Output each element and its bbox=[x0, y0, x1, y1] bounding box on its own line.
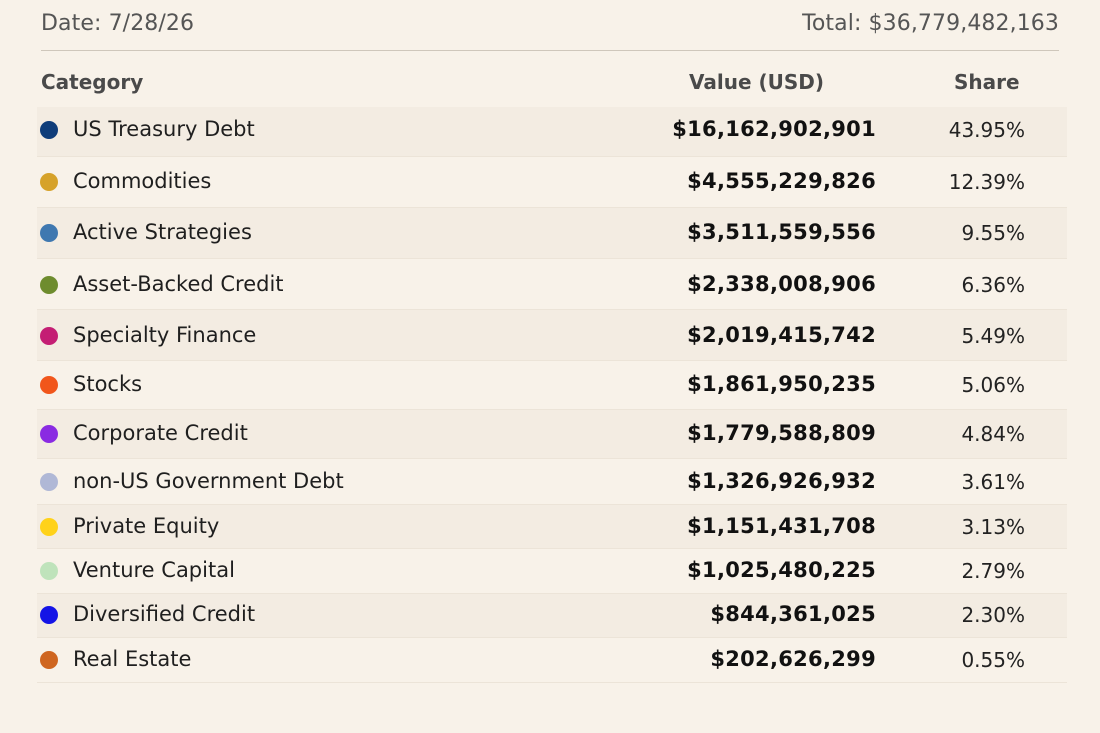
category-label: Active Strategies bbox=[73, 220, 252, 244]
share-cell: 0.55% bbox=[961, 648, 1025, 672]
olive-dot-icon bbox=[40, 276, 58, 294]
table-row: Real Estate $202,626,299 0.55% bbox=[37, 638, 1067, 683]
category-label: Real Estate bbox=[73, 647, 192, 671]
table-row: Asset-Backed Credit $2,338,008,906 6.36% bbox=[37, 259, 1067, 310]
table-row: non-US Government Debt $1,326,926,932 3.61… bbox=[37, 459, 1067, 505]
category-label: Stocks bbox=[73, 372, 143, 396]
share-cell: 12.39% bbox=[948, 170, 1025, 194]
report-date: Date: 7/28/26 bbox=[41, 11, 195, 36]
value-cell: $4,555,229,826 bbox=[687, 169, 876, 193]
category-label: Diversified Credit bbox=[73, 602, 256, 626]
table-row: Corporate Credit $1,779,588,809 4.84% bbox=[37, 410, 1067, 459]
purple-dot-icon bbox=[40, 425, 58, 443]
navy-dot-icon bbox=[40, 121, 58, 139]
share-cell: 2.79% bbox=[961, 559, 1025, 583]
table-row: US Treasury Debt $16,162,902,901 43.95% bbox=[37, 107, 1067, 157]
value-cell: $2,019,415,742 bbox=[687, 323, 876, 347]
share-cell: 4.84% bbox=[961, 422, 1025, 446]
share-cell: 9.55% bbox=[961, 221, 1025, 245]
lavender-dot-icon bbox=[40, 473, 58, 491]
value-cell: $1,151,431,708 bbox=[687, 514, 876, 538]
rust-dot-icon bbox=[40, 651, 58, 669]
gold-dot-icon bbox=[40, 173, 58, 191]
share-cell: 43.95% bbox=[948, 118, 1025, 142]
mint-dot-icon bbox=[40, 562, 58, 580]
share-cell: 2.30% bbox=[961, 603, 1025, 627]
share-cell: 5.06% bbox=[961, 373, 1025, 397]
category-label: Specialty Finance bbox=[73, 323, 257, 347]
orange-dot-icon bbox=[40, 376, 58, 394]
value-cell: $202,626,299 bbox=[710, 647, 876, 671]
table-row: Venture Capital $1,025,480,225 2.79% bbox=[37, 549, 1067, 594]
share-cell: 5.49% bbox=[961, 324, 1025, 348]
report-header: Date: 7/28/26 Total: $36,779,482,163 bbox=[41, 0, 1059, 51]
value-cell: $16,162,902,901 bbox=[672, 117, 876, 141]
blue-dot-icon bbox=[40, 606, 58, 624]
category-label: Venture Capital bbox=[73, 558, 235, 582]
category-label: Corporate Credit bbox=[73, 421, 248, 445]
report-total: Total: $36,779,482,163 bbox=[802, 11, 1059, 36]
table-row: Private Equity $1,151,431,708 3.13% bbox=[37, 505, 1067, 549]
magenta-dot-icon bbox=[40, 327, 58, 345]
value-cell: $2,338,008,906 bbox=[687, 272, 876, 296]
column-header-value: Value (USD) bbox=[689, 70, 825, 94]
share-cell: 3.61% bbox=[961, 470, 1025, 494]
table-header: Category Value (USD) Share bbox=[0, 70, 1100, 100]
column-header-category: Category bbox=[41, 70, 144, 94]
category-label: Commodities bbox=[73, 169, 212, 193]
value-cell: $1,326,926,932 bbox=[687, 469, 876, 493]
category-label: non-US Government Debt bbox=[73, 469, 344, 493]
value-cell: $1,025,480,225 bbox=[687, 558, 876, 582]
value-cell: $1,779,588,809 bbox=[687, 421, 876, 445]
category-label: Asset-Backed Credit bbox=[73, 272, 284, 296]
yellow-dot-icon bbox=[40, 518, 58, 536]
table-row: Diversified Credit $844,361,025 2.30% bbox=[37, 594, 1067, 638]
category-label: US Treasury Debt bbox=[73, 117, 255, 141]
category-label: Private Equity bbox=[73, 514, 220, 538]
column-header-share: Share bbox=[954, 70, 1020, 94]
share-cell: 3.13% bbox=[961, 515, 1025, 539]
table-row: Commodities $4,555,229,826 12.39% bbox=[37, 157, 1067, 208]
steel-blue-dot-icon bbox=[40, 224, 58, 242]
table-row: Stocks $1,861,950,235 5.06% bbox=[37, 361, 1067, 410]
value-cell: $3,511,559,556 bbox=[687, 220, 876, 244]
table-row: Specialty Finance $2,019,415,742 5.49% bbox=[37, 310, 1067, 361]
table-row: Active Strategies $3,511,559,556 9.55% bbox=[37, 208, 1067, 259]
value-cell: $1,861,950,235 bbox=[687, 372, 876, 396]
share-cell: 6.36% bbox=[961, 273, 1025, 297]
value-cell: $844,361,025 bbox=[710, 602, 876, 626]
